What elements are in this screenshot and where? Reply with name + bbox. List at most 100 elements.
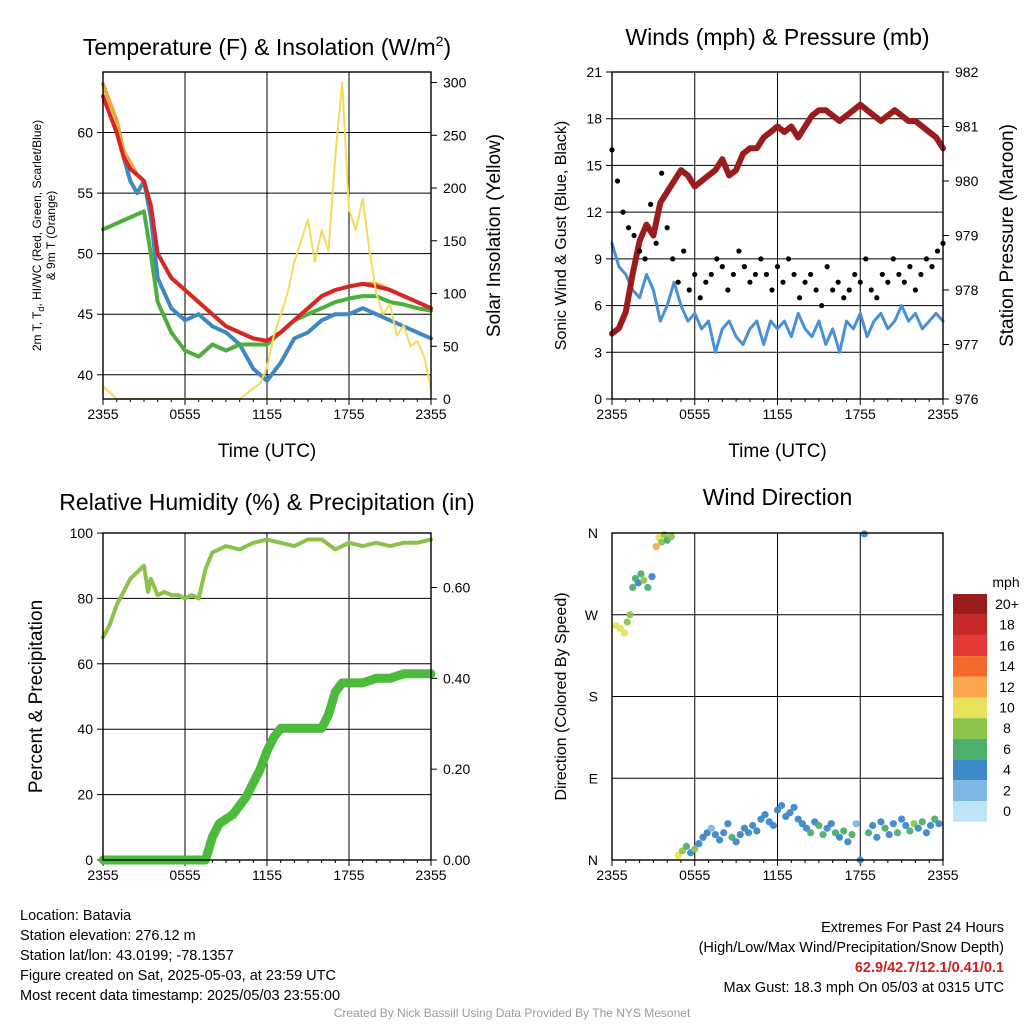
gust-point [929,264,935,270]
x-tick-label: 1755 [333,406,364,422]
direction-point [699,833,707,841]
legend-swatch [953,718,987,739]
gust-point [912,287,919,293]
gust-point [697,295,703,301]
y-tick-label: 80 [77,590,93,606]
gust-point [653,240,659,246]
direction-point [695,840,703,848]
y2-tick-label: 300 [443,75,467,91]
direction-point [889,820,897,828]
x-tick-label: 2355 [415,406,446,422]
legend-swatch [953,780,987,801]
x-axis-label: Time (UTC) [218,441,317,462]
x-tick-label: 0555 [679,406,710,422]
plot-frame [102,71,432,400]
y-tick-label: 40 [77,721,93,737]
series-line-1 [610,241,945,354]
direction-point [634,579,642,587]
legend-swatch [953,656,987,677]
gust-point [675,279,681,285]
y-tick-label: 9 [594,251,602,267]
y-tick-label: 50 [77,246,93,262]
x-tick-label: 2355 [927,867,958,883]
gust-point [868,287,874,293]
gust-point [664,225,670,231]
gust-point [620,209,626,215]
gust-point [752,271,759,278]
legend-label: 18 [999,617,1015,633]
y-axis-label: Sonic Wind & Gust (Blue, Black) [553,121,570,350]
station-latlon: Station lat/lon: 43.0199; -78.1357 [20,948,234,964]
x-tick-label: 0555 [169,867,200,883]
legend-label: 0 [1003,803,1011,819]
direction-point [831,829,840,837]
direction-point [640,576,648,584]
y-tick-label: 6 [594,298,602,314]
y-tick-label: 100 [70,525,94,541]
gust-point [642,256,648,262]
direction-point [728,833,736,841]
gust-point [896,271,902,278]
y2-tick-label: 250 [443,127,467,143]
gust-point [780,279,786,285]
y2-tick-label: 980 [955,173,979,189]
direction-point [667,533,675,541]
plot-frame [102,532,432,861]
direction-point [648,573,656,581]
y-tick-label: W [585,607,599,623]
gust-point [791,271,797,278]
gust-point [918,271,924,278]
direction-point [819,830,827,839]
series-line-1 [101,537,433,640]
legend-label: 20+ [995,596,1019,612]
y2-tick-label: 979 [955,228,979,244]
gust-point [901,279,907,285]
direction-point [848,830,856,839]
x-tick-label: 1755 [845,406,876,422]
direction-point [736,830,744,839]
direction-point [935,820,943,828]
direction-point [790,803,798,811]
direction-point [626,611,634,619]
direction-point [778,801,786,810]
x-axis-label: Time (UTC) [728,441,827,462]
y-axis-label: Direction (Colored By Speed) [553,592,570,800]
gust-point [692,271,698,278]
y2-tick-label: 150 [443,233,467,249]
y2-axis-label: Solar Insolation (Yellow) [484,134,505,337]
y2-tick-label: 0.20 [443,761,470,777]
gust-point [730,271,736,278]
direction-point [922,829,931,837]
gust-point [785,256,792,262]
gust-point [934,248,941,254]
gust-point [852,271,858,278]
y-tick-label: 21 [586,64,602,80]
x-tick-label: 2355 [927,406,958,422]
series-line-2 [121,154,433,383]
gust-point [686,287,692,293]
y-tick-label: N [588,852,598,868]
y2-tick-label: 977 [955,337,979,353]
gust-point [796,295,803,301]
x-tick-label: 0555 [169,406,200,422]
direction-point [623,618,631,626]
gust-point [763,271,770,278]
legend-label: 8 [1003,720,1011,736]
direction-point [873,833,881,841]
direction-point [707,824,715,832]
y-tick-label: E [589,770,598,786]
y-tick-label: 60 [77,125,93,141]
gust-point [736,248,742,254]
legend-title: mph [992,574,1019,590]
y2-tick-label: 982 [955,64,979,80]
direction-point [910,820,918,828]
direction-point [914,824,922,832]
extremes-values: 62.9/42.7/12.1/0.41/0.1 [854,960,1004,976]
y-tick-label: 40 [77,367,93,383]
direction-point [629,583,637,592]
gust-point [636,248,643,254]
y-tick-label: 20 [77,787,93,803]
direction-point [802,824,811,832]
direction-point [852,820,860,828]
legend-swatch [953,801,987,822]
